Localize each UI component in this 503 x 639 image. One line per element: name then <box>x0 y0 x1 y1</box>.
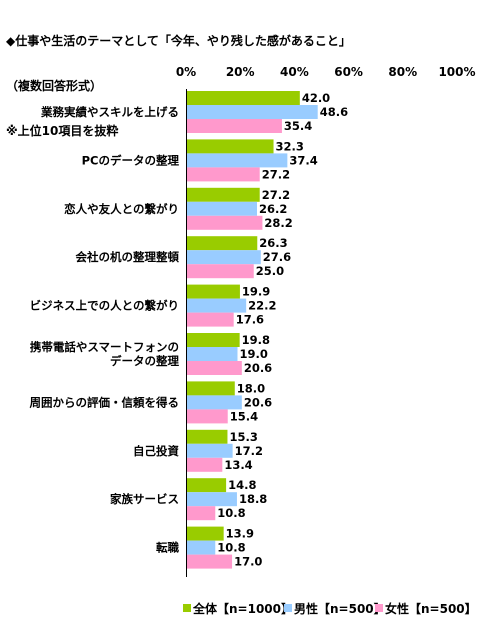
data-label: 10.8 <box>217 506 245 520</box>
bar <box>186 443 233 458</box>
data-label: 17.2 <box>235 444 263 458</box>
data-label: 35.4 <box>284 119 312 133</box>
legend-swatch <box>375 604 383 612</box>
data-label: 20.6 <box>244 395 272 409</box>
data-label: 19.8 <box>242 333 270 347</box>
bar <box>186 139 274 154</box>
bar <box>186 492 237 507</box>
x-tick-label: 80% <box>388 65 417 79</box>
bar <box>186 105 318 119</box>
data-label: 13.9 <box>226 527 254 541</box>
data-label: 15.3 <box>229 430 257 444</box>
bar <box>186 153 288 168</box>
legend-swatch <box>284 604 292 612</box>
x-tick-label: 60% <box>334 65 363 79</box>
category-label: 家族サービス <box>110 492 179 506</box>
bar <box>186 409 228 424</box>
x-tick-label: 0% <box>176 65 196 79</box>
data-label: 25.0 <box>256 264 284 278</box>
bar <box>186 284 240 299</box>
bar <box>186 540 216 555</box>
data-label: 15.4 <box>230 409 258 423</box>
data-label: 22.2 <box>248 299 276 313</box>
bar <box>186 478 227 493</box>
x-tick-label: 20% <box>226 65 255 79</box>
bar <box>186 333 240 347</box>
data-label: 27.6 <box>263 250 291 264</box>
data-label: 14.8 <box>228 478 256 492</box>
bar <box>186 167 260 182</box>
data-label: 26.2 <box>259 202 287 216</box>
data-label: 20.6 <box>244 361 272 375</box>
category-label: 携帯電話やスマートフォンの <box>30 340 179 354</box>
legend-label: 男性【n=500】 <box>294 601 386 616</box>
data-label: 18.8 <box>239 492 267 506</box>
data-label: 27.2 <box>262 188 290 202</box>
bar <box>186 250 261 265</box>
bar <box>186 457 223 472</box>
bar <box>186 506 216 521</box>
legend-label: 女性【n=500】 <box>385 601 477 616</box>
bar <box>186 312 234 327</box>
data-label: 19.0 <box>239 347 267 361</box>
bar <box>186 554 233 569</box>
data-label: 48.6 <box>320 105 348 119</box>
data-label: 17.6 <box>236 313 264 327</box>
bar <box>186 298 247 313</box>
legend-label: 全体【n=1000】 <box>192 601 293 616</box>
bar <box>186 91 300 105</box>
data-label: 13.4 <box>224 458 252 472</box>
bar <box>186 236 258 251</box>
bar <box>186 347 238 361</box>
category-label: 周囲からの評価・信頼を得る <box>30 395 180 409</box>
data-label: 17.0 <box>234 555 262 569</box>
data-label: 18.0 <box>237 381 265 395</box>
x-tick-label: 40% <box>280 65 309 79</box>
category-label: 恋人や友人との繋がり <box>64 202 179 216</box>
category-label: 転職 <box>156 541 179 555</box>
category-label: 業務実績やスキルを上げる <box>40 105 179 119</box>
bar <box>186 395 242 410</box>
chart-title: ◆仕事や生活のテーマとして「今年、やり残した感があること」 （複数回答形式） ※… <box>6 4 351 154</box>
legend-swatch <box>183 604 191 612</box>
data-label: 19.9 <box>242 285 270 299</box>
data-label: 26.3 <box>259 236 287 250</box>
category-label: 会社の机の整理整頓 <box>75 250 180 264</box>
bar <box>186 361 242 375</box>
bar <box>186 201 258 216</box>
bar <box>186 215 263 230</box>
bar <box>186 187 260 202</box>
category-label: PCのデータの整理 <box>82 153 180 167</box>
category-label: データの整理 <box>110 354 179 368</box>
chart-title-line-3: ※上位10項目を抜粋 <box>6 124 119 138</box>
x-tick-label: 100% <box>438 65 475 79</box>
category-label: ビジネス上での人との繋がり <box>30 299 179 313</box>
data-label: 28.2 <box>264 216 292 230</box>
bar <box>186 381 235 396</box>
chart-title-line-1: ◆仕事や生活のテーマとして「今年、やり残した感があること」 <box>6 34 351 48</box>
category-label: 自己投資 <box>133 444 179 458</box>
bar <box>186 119 282 133</box>
data-label: 10.8 <box>217 541 245 555</box>
data-label: 37.4 <box>289 153 317 167</box>
data-label: 27.2 <box>262 167 290 181</box>
data-label: 32.3 <box>276 139 304 153</box>
bar <box>186 526 224 541</box>
chart-title-line-2: （複数回答形式） <box>6 79 103 93</box>
bar <box>186 429 228 444</box>
bar <box>186 264 254 279</box>
data-label: 42.0 <box>302 91 330 105</box>
